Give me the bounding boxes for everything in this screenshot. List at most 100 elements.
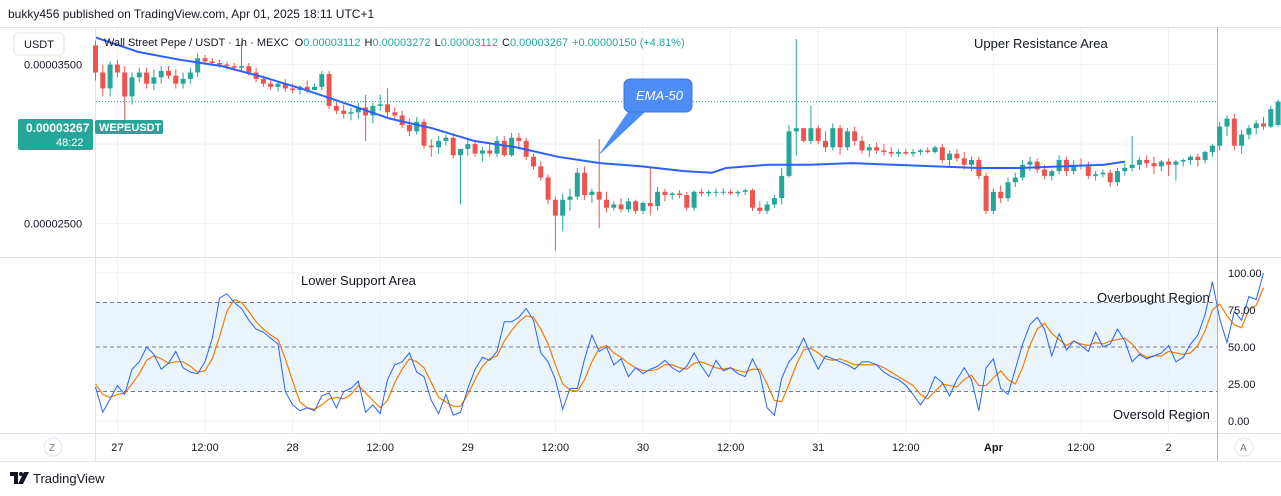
candle-body [107, 64, 113, 89]
time-tick-label: 27 [111, 442, 123, 454]
candle [1275, 99, 1281, 127]
candle [910, 148, 916, 157]
candle-body [1261, 123, 1266, 127]
auto-scale-button[interactable]: A [1234, 437, 1254, 457]
candle [1253, 120, 1259, 135]
candle [348, 107, 354, 121]
candle-body [640, 202, 646, 211]
candle-body [1246, 128, 1252, 135]
candle-body [501, 140, 507, 156]
candle-body [436, 140, 442, 148]
candle [954, 148, 960, 162]
badge-ticker: WEPEUSDT [99, 122, 162, 134]
candle-body [304, 86, 310, 91]
candle-body [319, 74, 325, 87]
candle [698, 188, 704, 197]
candle-body [202, 58, 208, 62]
candle [1195, 153, 1201, 167]
candle-body [830, 128, 836, 148]
stoch-tick-label: 50.00 [1228, 342, 1256, 354]
candle [333, 101, 339, 114]
oversold-label: Oversold Region [1113, 407, 1210, 422]
candle-body [1005, 182, 1011, 199]
candle-body [1122, 167, 1128, 172]
time-tick-label: Apr [984, 442, 1004, 454]
candle [1122, 163, 1128, 176]
upper-resistance-label: Upper Resistance Area [974, 36, 1108, 51]
candle-body [151, 77, 157, 84]
tradingview-logo[interactable]: TradingView [10, 471, 105, 486]
candle [151, 69, 157, 91]
candle [436, 136, 442, 154]
candle [669, 191, 675, 200]
candle-body [1129, 164, 1135, 168]
candle-body [363, 107, 369, 116]
candle [596, 139, 602, 229]
candle-body [1268, 109, 1274, 127]
candle [1268, 105, 1274, 129]
candle [1027, 156, 1033, 172]
candle [786, 125, 792, 178]
candle-body [1166, 161, 1172, 165]
candle [574, 167, 580, 200]
candle [363, 94, 369, 141]
candle-body [815, 128, 821, 141]
time-tick-label: 12:00 [191, 442, 219, 454]
candle [107, 61, 113, 97]
candle-body [713, 191, 719, 193]
candle [312, 83, 317, 91]
candle [881, 144, 887, 156]
z-button-label: Z [49, 443, 55, 454]
candle [1224, 115, 1230, 137]
candle-body [611, 204, 617, 208]
candle-body [1202, 152, 1208, 160]
candle-body [290, 88, 296, 91]
candle-body [560, 199, 566, 216]
candle [144, 67, 150, 89]
candle-body [479, 150, 485, 154]
candle-body [421, 121, 427, 146]
candle-body [348, 112, 354, 114]
candle [925, 147, 931, 154]
candle-body [1158, 161, 1164, 167]
candle-body [494, 140, 500, 154]
candle [538, 161, 544, 181]
candle [443, 134, 449, 146]
candle-body [355, 107, 361, 113]
candle-body [625, 201, 631, 210]
candle [1188, 155, 1193, 165]
stoch-tick-label: 100.00 [1228, 268, 1262, 280]
candle [1107, 169, 1113, 188]
candle-body [655, 191, 661, 207]
candle [472, 140, 478, 157]
candle [129, 72, 135, 105]
candle-body [166, 70, 171, 76]
candle [93, 40, 98, 81]
candle [684, 191, 690, 211]
legend-low: 0.00003112 [441, 37, 498, 49]
candle [567, 188, 573, 211]
candle [1239, 129, 1245, 154]
candle-body [852, 131, 858, 141]
candle-body [180, 78, 186, 84]
candle-body [246, 66, 252, 73]
candle-body [239, 66, 244, 68]
currency-button[interactable]: USDT [13, 32, 65, 56]
candle-body [1020, 164, 1026, 178]
stoch-d-line [95, 287, 1265, 410]
candle [377, 94, 383, 111]
candle [983, 172, 989, 215]
candle-body [859, 140, 865, 151]
candle [720, 188, 726, 195]
candle [866, 144, 872, 157]
candle-body [414, 121, 420, 132]
candle-body [545, 177, 551, 200]
candle-body [1209, 145, 1215, 153]
z-button[interactable]: Z [43, 437, 63, 457]
candle-body [458, 148, 463, 156]
candle-body [764, 204, 770, 211]
candle [625, 198, 631, 213]
candle [947, 150, 953, 167]
candle-body [844, 131, 850, 148]
